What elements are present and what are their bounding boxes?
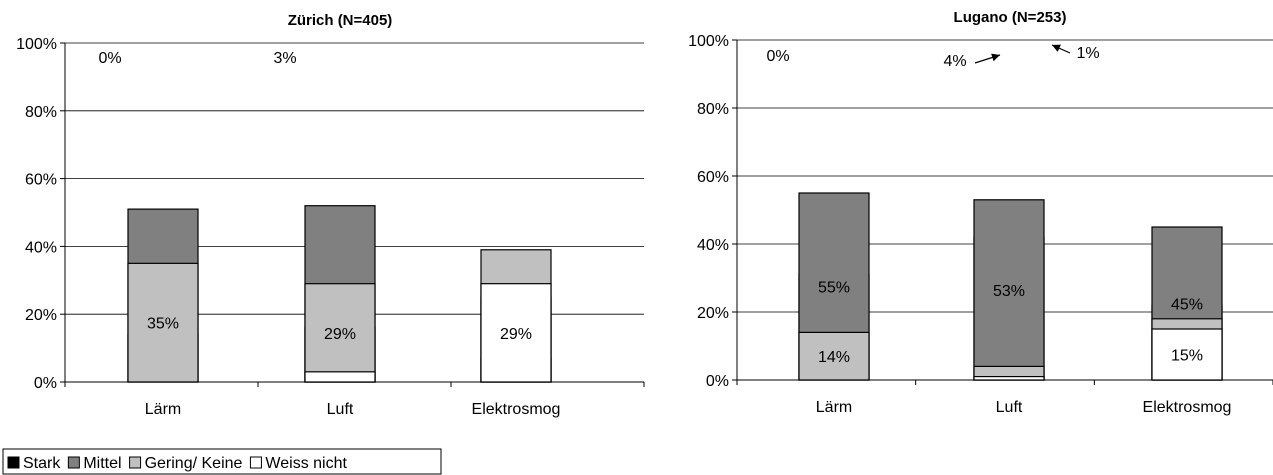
data-label: 53%	[993, 283, 1025, 300]
legend-swatch	[249, 456, 262, 469]
x-tick-label: Elektrosmog	[472, 401, 561, 418]
x-tick-label: Luft	[327, 401, 354, 418]
bar-segment-weiss-nicht	[973, 376, 1045, 381]
legend-label: Gering/ Keine	[145, 455, 243, 472]
chart-panel: Lugano (N=253)0%20%40%60%80%100%31%55%14…	[688, 9, 1273, 416]
y-tick-label: 60%	[25, 172, 57, 189]
bar-segment-weiss-nicht	[480, 283, 552, 383]
legend-label: Stark	[23, 455, 61, 472]
legend: Stark Mittel Gering/ Keine Weiss nicht	[2, 448, 442, 475]
bar-segment-gering-keine	[304, 283, 376, 383]
arrowhead	[1052, 44, 1061, 52]
legend-label: Weiss nicht	[265, 455, 347, 472]
y-tick-label: 20%	[697, 305, 729, 322]
y-tick-label: 80%	[697, 101, 729, 118]
data-label: 45%	[1171, 297, 1203, 314]
data-label: 3%	[273, 50, 296, 67]
y-tick-label: 100%	[16, 36, 57, 53]
y-tick-label: 20%	[25, 307, 57, 324]
y-tick-label: 0%	[34, 375, 57, 392]
chart-title: Lugano (N=253)	[954, 9, 1067, 26]
legend-swatch	[7, 456, 20, 469]
arrowhead	[991, 53, 1000, 62]
data-label: 0%	[98, 50, 121, 67]
x-tick-label: Lärm	[816, 399, 852, 416]
bar-segment-mittel	[973, 199, 1045, 381]
y-tick-label: 60%	[697, 169, 729, 186]
data-label: 29%	[500, 326, 532, 343]
data-label: 15%	[1171, 348, 1203, 365]
x-tick-label: Lärm	[145, 401, 181, 418]
data-label: 0%	[766, 48, 789, 65]
data-label: 1%	[1076, 45, 1099, 62]
y-tick-label: 0%	[706, 373, 729, 390]
data-label: 4%	[943, 53, 966, 70]
y-tick-label: 40%	[697, 237, 729, 254]
y-tick-label: 100%	[688, 33, 729, 50]
bar-segment-weiss-nicht	[304, 371, 376, 383]
legend-label: Mittel	[83, 455, 121, 472]
bar-segment-weiss-nicht	[1151, 328, 1223, 381]
bar-segment-gering-keine	[798, 331, 870, 381]
x-tick-label: Luft	[996, 399, 1023, 416]
data-label: 14%	[818, 349, 850, 366]
chart-title: Zürich (N=405)	[288, 12, 393, 29]
data-label: 29%	[324, 326, 356, 343]
legend-swatch	[129, 456, 142, 469]
chart-panel: Zürich (N=405)0%20%40%60%80%100%14%51%35…	[16, 12, 645, 418]
x-tick-label: Elektrosmog	[1143, 399, 1232, 416]
data-label: 35%	[147, 316, 179, 333]
y-tick-label: 80%	[25, 104, 57, 121]
y-tick-label: 40%	[25, 239, 57, 256]
data-label: 55%	[818, 280, 850, 297]
bar-segment-gering-keine	[127, 262, 199, 383]
legend-swatch	[67, 456, 80, 469]
